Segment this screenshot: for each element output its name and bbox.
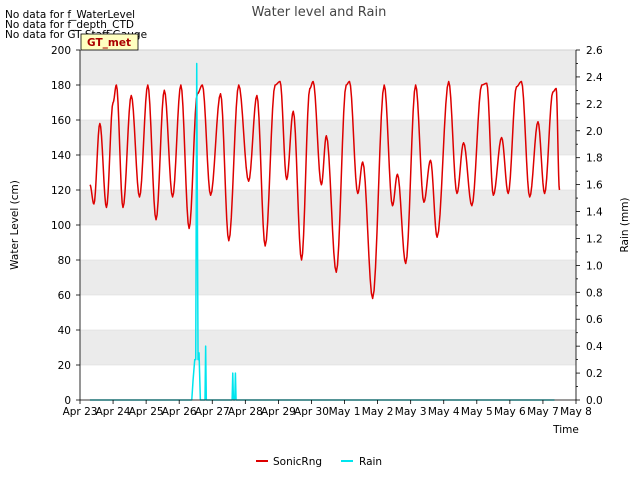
left-axis-tick-label: 180 xyxy=(51,80,71,92)
x-axis-tick-label: May 3 xyxy=(395,406,427,418)
right-axis-tick-label: 2.6 xyxy=(586,45,603,57)
legend: SonicRng Rain xyxy=(256,456,382,468)
right-axis-tick-label: 1.0 xyxy=(586,260,603,272)
left-axis-tick-label: 40 xyxy=(58,325,71,337)
right-axis-tick-label: 1.4 xyxy=(586,207,603,219)
x-axis-tick-label: Apr 27 xyxy=(195,406,230,418)
no-data-note-1: No data for f_WaterLevel xyxy=(5,9,135,21)
legend-label-rain: Rain xyxy=(359,456,382,468)
no-data-note-2: No data for f_depth_CTD xyxy=(5,19,134,31)
right-axis-tick-label: 1.2 xyxy=(586,233,603,245)
x-axis-tick-label: May 8 xyxy=(560,406,592,418)
right-axis-tick-label: 0.4 xyxy=(586,341,603,353)
right-axis-tick-label: 0.8 xyxy=(586,287,603,299)
y-axis-left-label: Water Level (cm) xyxy=(9,180,21,270)
left-axis: 0 20 40 60 80 100 120 140 160 180 200 xyxy=(51,45,81,407)
left-axis-tick-label: 80 xyxy=(58,255,71,267)
x-axis-tick-label: Apr 26 xyxy=(162,406,197,418)
right-axis: 0.0 0.2 0.4 0.6 0.8 1.0 1.2 1.4 1.6 1.8 2.0 2.2 2.4 2… xyxy=(575,45,603,407)
station-badge-label: GT_met xyxy=(87,37,131,49)
grid-lines xyxy=(80,49,576,401)
x-axis-tick-label: May 4 xyxy=(428,406,460,418)
right-axis-tick-label: 0.6 xyxy=(586,314,603,326)
x-axis-tick-label: May 5 xyxy=(461,406,493,418)
background-bands xyxy=(80,50,576,365)
right-axis-tick-label: 2.2 xyxy=(586,99,603,111)
right-axis-tick-label: 1.6 xyxy=(586,180,603,192)
chart-title: Water level and Rain xyxy=(252,5,387,20)
x-axis-tick-label: May 7 xyxy=(527,406,559,418)
x-axis-tick-label: May 6 xyxy=(494,406,526,418)
x-axis-tick-label: Apr 29 xyxy=(261,406,296,418)
left-axis-tick-label: 140 xyxy=(51,150,71,162)
x-axis-tick-label: May 2 xyxy=(362,406,394,418)
left-axis-tick-label: 100 xyxy=(51,220,71,232)
x-axis-tick-label: Apr 24 xyxy=(96,406,131,418)
left-axis-tick-label: 0 xyxy=(64,395,71,407)
sonicrng-series-line xyxy=(89,80,561,300)
x-axis-tick-label: Apr 23 xyxy=(63,406,98,418)
background-band xyxy=(80,330,576,365)
legend-label-sonicrng: SonicRng xyxy=(273,456,322,468)
y-axis-right-label: Rain (mm) xyxy=(619,197,631,252)
right-axis-tick-label: 2.0 xyxy=(586,126,603,138)
x-axis-label: Time xyxy=(552,424,579,436)
left-axis-tick-label: 200 xyxy=(51,45,71,57)
x-axis-tick-label: Apr 25 xyxy=(129,406,164,418)
left-axis-tick-label: 160 xyxy=(51,115,71,127)
background-band xyxy=(80,50,576,85)
left-axis-tick-label: 20 xyxy=(58,360,71,372)
right-axis-tick-label: 0.0 xyxy=(586,395,603,407)
x-axis-tick-label: Apr 30 xyxy=(294,406,329,418)
station-badge-box xyxy=(80,33,139,51)
right-axis-tick-label: 2.4 xyxy=(586,72,603,84)
x-axis-tick-label: Apr 28 xyxy=(228,406,263,418)
right-axis-tick-label: 1.8 xyxy=(586,153,603,165)
left-axis-tick-label: 60 xyxy=(58,290,71,302)
x-axis-tick-label: May 1 xyxy=(329,406,361,418)
background-band xyxy=(80,260,576,295)
left-axis-tick-label: 120 xyxy=(51,185,71,197)
right-axis-tick-label: 0.2 xyxy=(586,368,603,380)
